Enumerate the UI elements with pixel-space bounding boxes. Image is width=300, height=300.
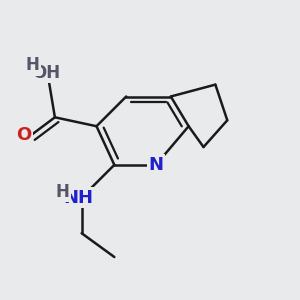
Text: H: H [26, 56, 40, 74]
Text: OH: OH [32, 64, 60, 82]
Text: O: O [16, 126, 31, 144]
Text: N: N [148, 156, 164, 174]
Text: H: H [56, 183, 69, 201]
Text: NH: NH [64, 189, 94, 207]
